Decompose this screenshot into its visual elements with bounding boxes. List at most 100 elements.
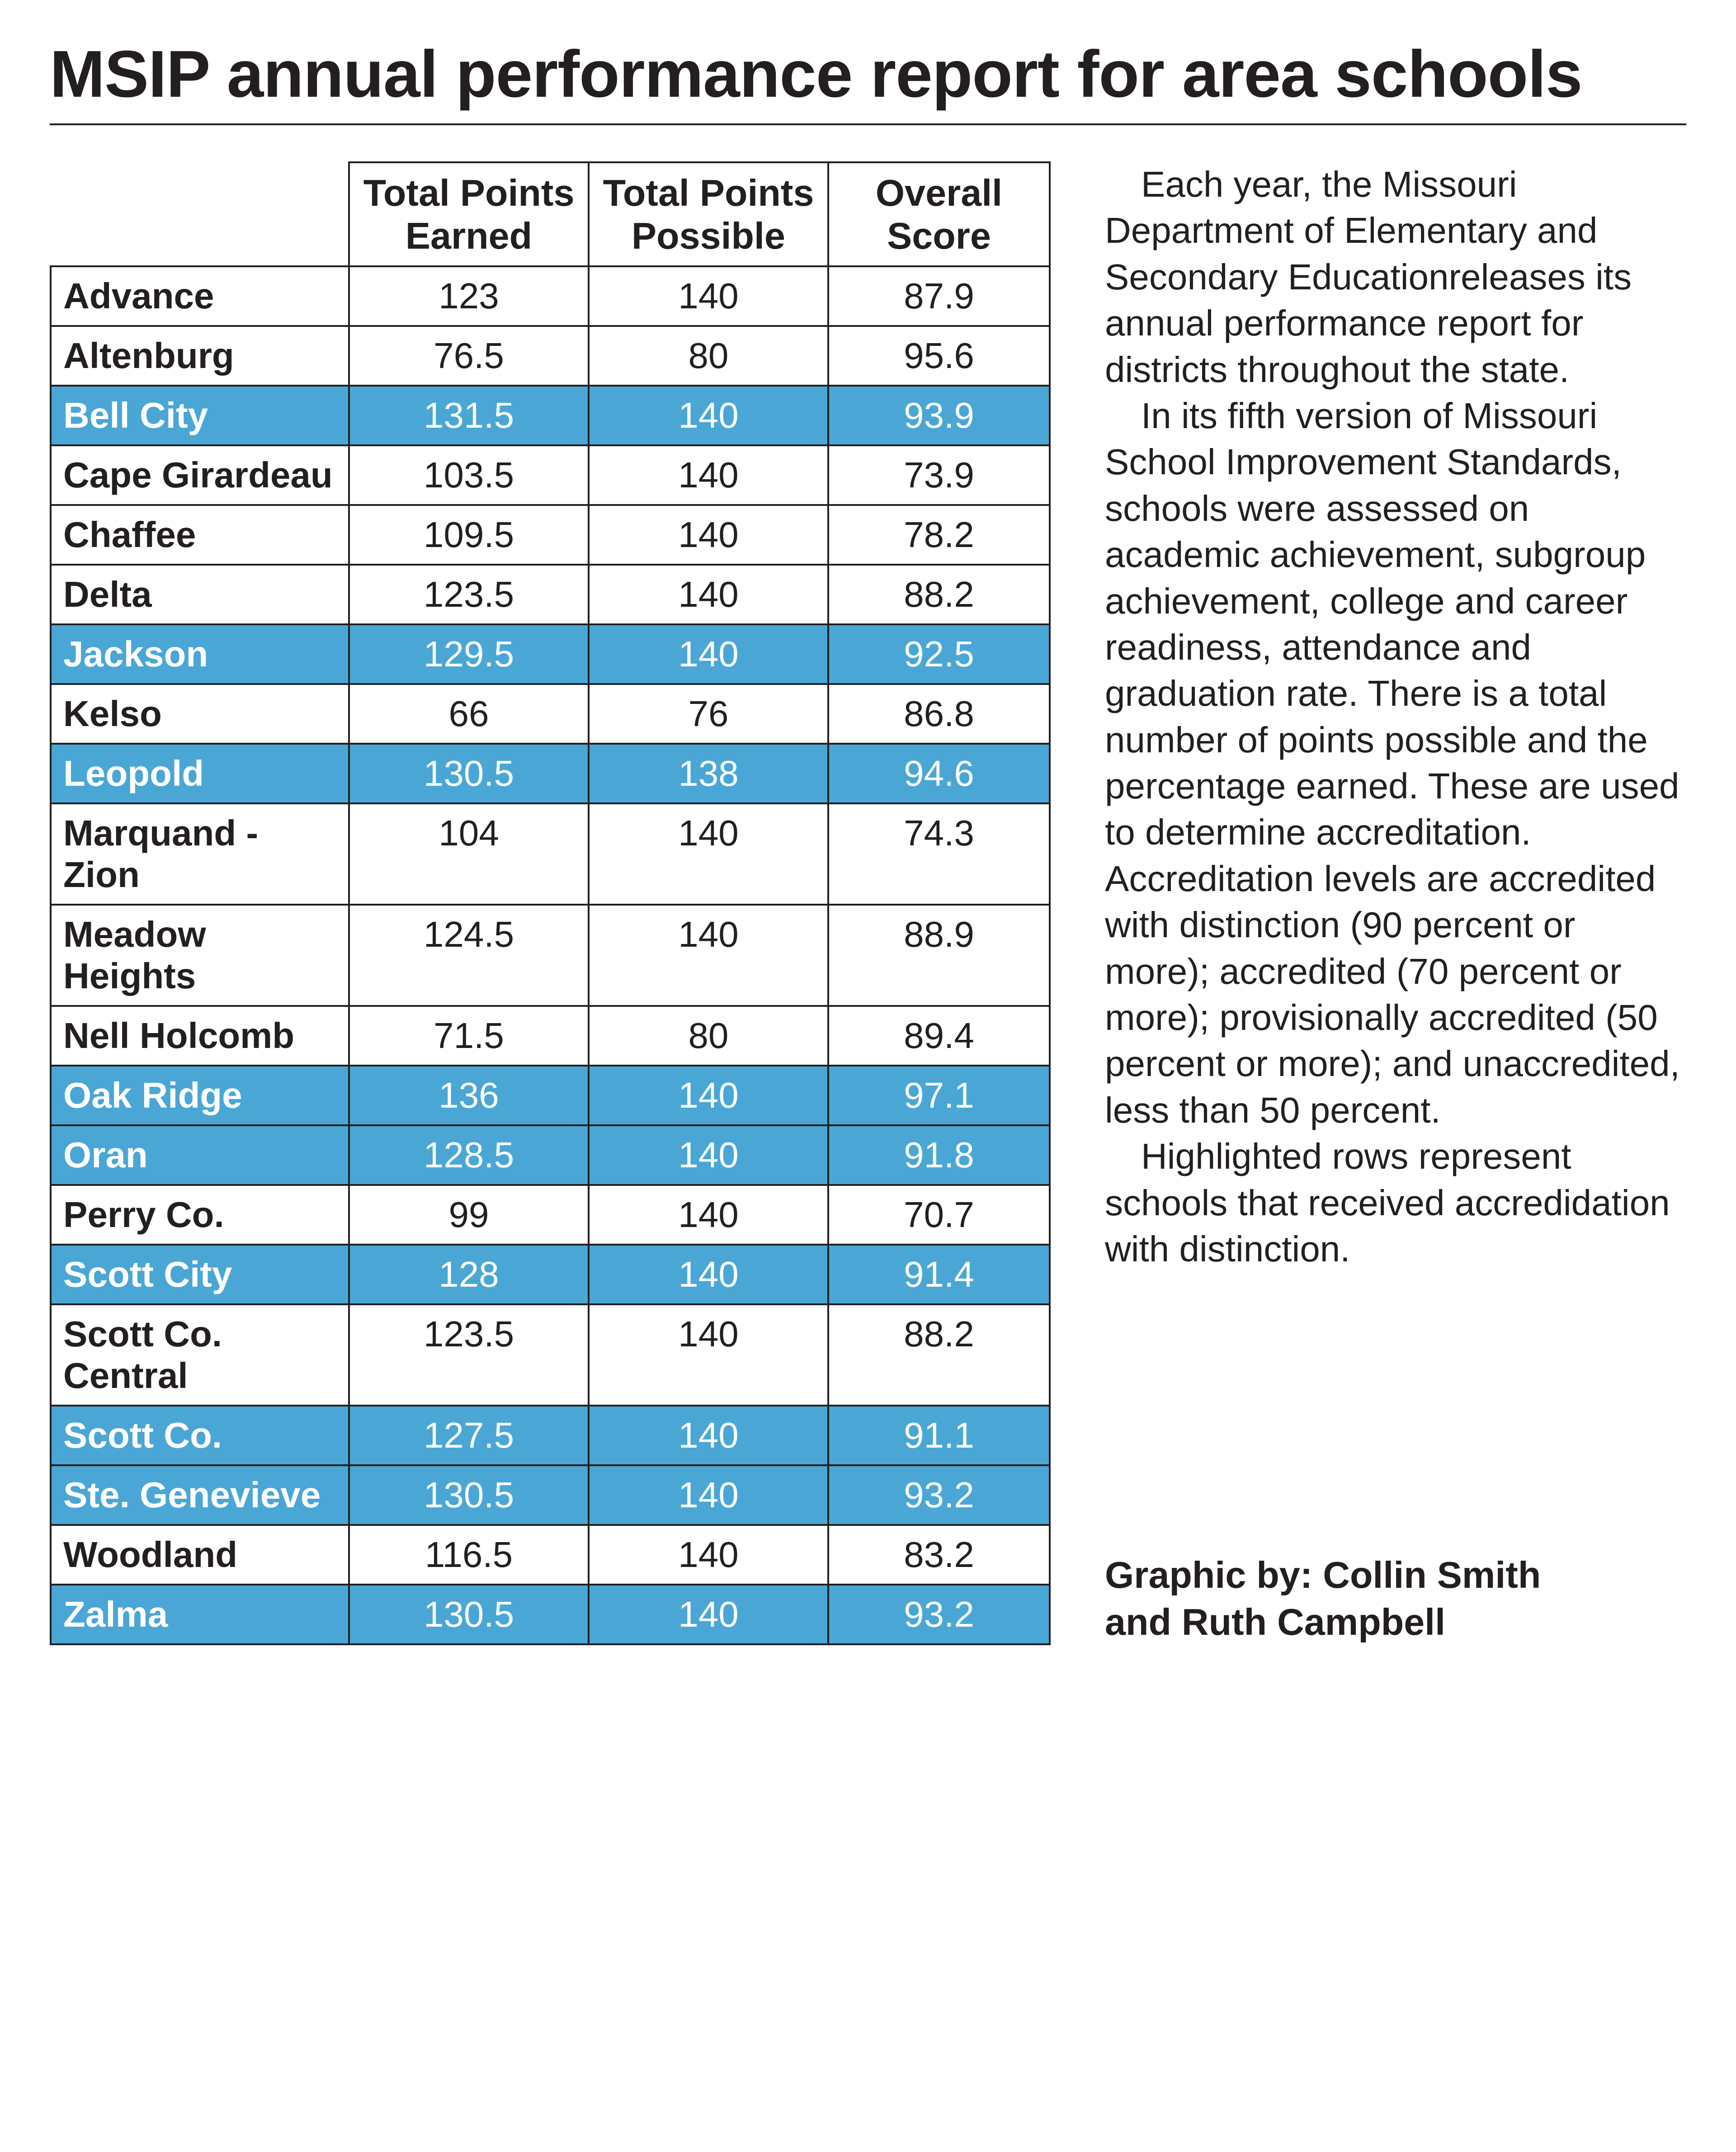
overall-score-cell: 88.9 <box>828 905 1050 1006</box>
points-possible-cell: 140 <box>589 905 828 1006</box>
school-name-cell: Leopold <box>51 744 349 803</box>
school-name-cell: Advance <box>51 266 349 326</box>
points-earned-cell: 116.5 <box>349 1525 589 1585</box>
points-earned-cell: 130.5 <box>349 1465 589 1525</box>
points-earned-cell: 128 <box>349 1245 589 1304</box>
points-earned-cell: 131.5 <box>349 386 589 445</box>
overall-score-cell: 86.8 <box>828 684 1050 744</box>
school-name-cell: Marquand - Zion <box>51 803 349 905</box>
table-row: Leopold130.513894.6 <box>51 744 1050 803</box>
table-row: Meadow Heights124.514088.9 <box>51 905 1050 1006</box>
points-possible-cell: 140 <box>589 386 828 445</box>
school-name-cell: Scott Co. Central <box>51 1304 349 1406</box>
school-name-cell: Kelso <box>51 684 349 744</box>
points-earned-cell: 71.5 <box>349 1006 589 1066</box>
table-row: Cape Girardeau103.514073.9 <box>51 445 1050 505</box>
table-row: Woodland116.514083.2 <box>51 1525 1050 1585</box>
school-name-cell: Delta <box>51 565 349 624</box>
overall-score-cell: 94.6 <box>828 744 1050 803</box>
points-earned-cell: 104 <box>349 803 589 905</box>
overall-score-cell: 91.4 <box>828 1245 1050 1304</box>
title-rule <box>50 123 1686 125</box>
points-earned-cell: 123 <box>349 266 589 326</box>
points-possible-cell: 140 <box>589 803 828 905</box>
col-header-possible: Total Points Possible <box>589 162 828 266</box>
table-row: Ste. Genevieve130.514093.2 <box>51 1465 1050 1525</box>
content-row: Total Points Earned Total Points Possibl… <box>50 161 1686 1645</box>
table-header-row: Total Points Earned Total Points Possibl… <box>51 162 1050 266</box>
table-row: Kelso667686.8 <box>51 684 1050 744</box>
school-name-cell: Nell Holcomb <box>51 1006 349 1066</box>
overall-score-cell: 93.2 <box>828 1585 1050 1644</box>
points-earned-cell: 128.5 <box>349 1125 589 1185</box>
school-name-cell: Meadow Heights <box>51 905 349 1006</box>
points-earned-cell: 99 <box>349 1185 589 1245</box>
overall-score-cell: 93.2 <box>828 1465 1050 1525</box>
overall-score-cell: 91.8 <box>828 1125 1050 1185</box>
points-possible-cell: 140 <box>589 1245 828 1304</box>
points-possible-cell: 140 <box>589 1066 828 1125</box>
points-possible-cell: 140 <box>589 266 828 326</box>
points-possible-cell: 140 <box>589 1465 828 1525</box>
points-possible-cell: 140 <box>589 505 828 565</box>
points-earned-cell: 124.5 <box>349 905 589 1006</box>
table-row: Jackson129.514092.5 <box>51 624 1050 684</box>
table-row: Zalma130.514093.2 <box>51 1585 1050 1644</box>
points-earned-cell: 66 <box>349 684 589 744</box>
overall-score-cell: 97.1 <box>828 1066 1050 1125</box>
points-earned-cell: 130.5 <box>349 1585 589 1644</box>
school-name-cell: Scott City <box>51 1245 349 1304</box>
side-text: Each year, the Missouri Department of El… <box>1105 161 1686 1272</box>
school-name-cell: Bell City <box>51 386 349 445</box>
points-possible-cell: 140 <box>589 565 828 624</box>
points-possible-cell: 80 <box>589 1006 828 1066</box>
points-possible-cell: 140 <box>589 1304 828 1406</box>
points-possible-cell: 140 <box>589 1185 828 1245</box>
table-head: Total Points Earned Total Points Possibl… <box>51 162 1050 266</box>
school-name-cell: Woodland <box>51 1525 349 1585</box>
side-column: Each year, the Missouri Department of El… <box>1105 161 1686 1645</box>
points-earned-cell: 136 <box>349 1066 589 1125</box>
side-paragraph: In its fifth version of Missouri School … <box>1105 393 1686 1133</box>
table-row: Scott Co. Central123.514088.2 <box>51 1304 1050 1406</box>
points-possible-cell: 138 <box>589 744 828 803</box>
points-possible-cell: 140 <box>589 445 828 505</box>
performance-table: Total Points Earned Total Points Possibl… <box>50 161 1051 1645</box>
school-name-cell: Altenburg <box>51 326 349 386</box>
table-row: Altenburg76.58095.6 <box>51 326 1050 386</box>
points-earned-cell: 123.5 <box>349 1304 589 1406</box>
school-name-cell: Scott Co. <box>51 1406 349 1465</box>
col-header-earned: Total Points Earned <box>349 162 589 266</box>
overall-score-cell: 95.6 <box>828 326 1050 386</box>
table-corner-cell <box>51 162 349 266</box>
col-header-score: Overall Score <box>828 162 1050 266</box>
points-earned-cell: 129.5 <box>349 624 589 684</box>
overall-score-cell: 93.9 <box>828 386 1050 445</box>
overall-score-cell: 91.1 <box>828 1406 1050 1465</box>
overall-score-cell: 78.2 <box>828 505 1050 565</box>
credit-line: and Ruth Campbell <box>1105 1601 1445 1643</box>
overall-score-cell: 87.9 <box>828 266 1050 326</box>
school-name-cell: Zalma <box>51 1585 349 1644</box>
points-possible-cell: 140 <box>589 1125 828 1185</box>
points-earned-cell: 76.5 <box>349 326 589 386</box>
overall-score-cell: 70.7 <box>828 1185 1050 1245</box>
points-possible-cell: 76 <box>589 684 828 744</box>
school-name-cell: Ste. Genevieve <box>51 1465 349 1525</box>
points-earned-cell: 123.5 <box>349 565 589 624</box>
table-row: Scott City12814091.4 <box>51 1245 1050 1304</box>
points-possible-cell: 140 <box>589 624 828 684</box>
overall-score-cell: 88.2 <box>828 565 1050 624</box>
school-name-cell: Chaffee <box>51 505 349 565</box>
points-earned-cell: 130.5 <box>349 744 589 803</box>
table-row: Nell Holcomb71.58089.4 <box>51 1006 1050 1066</box>
points-possible-cell: 140 <box>589 1525 828 1585</box>
school-name-cell: Perry Co. <box>51 1185 349 1245</box>
table-wrap: Total Points Earned Total Points Possibl… <box>50 161 1051 1645</box>
school-name-cell: Jackson <box>51 624 349 684</box>
table-row: Delta123.514088.2 <box>51 565 1050 624</box>
credit-line: Graphic by: Collin Smith <box>1105 1554 1541 1596</box>
overall-score-cell: 74.3 <box>828 803 1050 905</box>
table-row: Bell City131.514093.9 <box>51 386 1050 445</box>
table-body: Advance12314087.9Altenburg76.58095.6Bell… <box>51 266 1050 1644</box>
